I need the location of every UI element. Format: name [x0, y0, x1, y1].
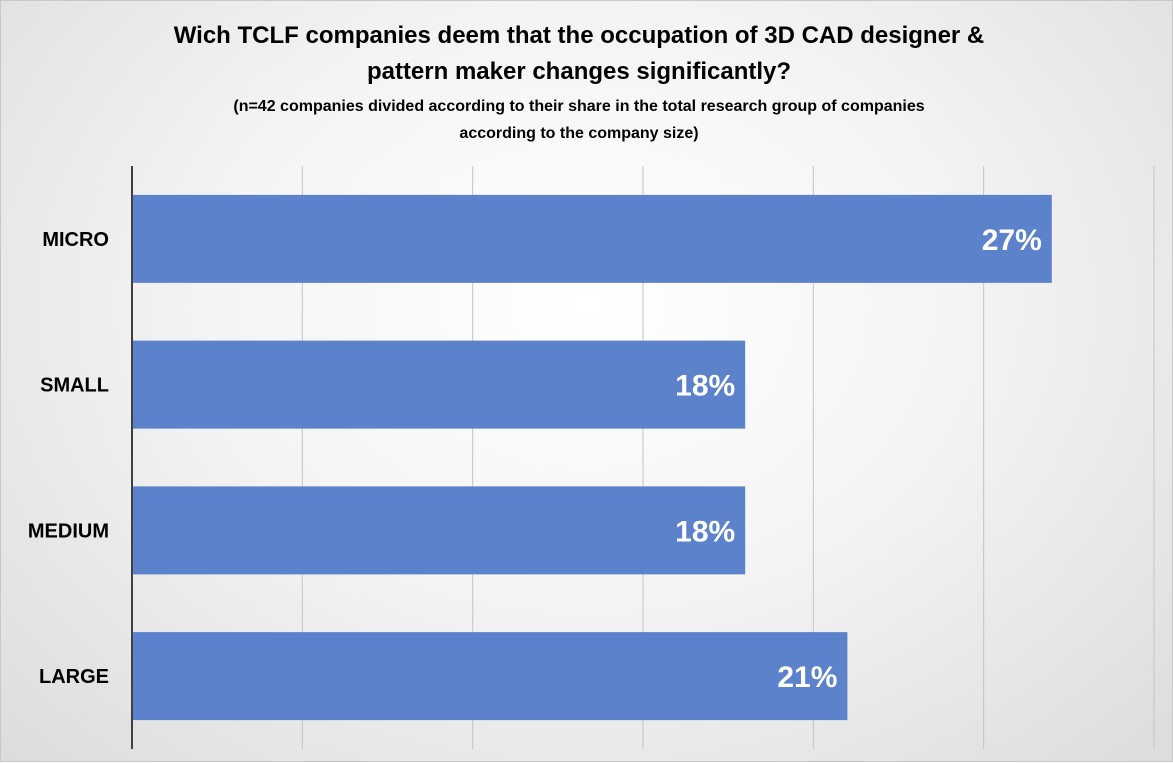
category-label-micro: MICRO: [42, 229, 109, 251]
category-label-large: LARGE: [39, 666, 109, 688]
data-labels: 27% 18% 18% 21%: [675, 224, 1042, 694]
data-label-small: 18%: [675, 370, 735, 403]
bar-micro: [132, 194, 1052, 283]
chart-title-line-1: Wich TCLF companies deem that the occupa…: [174, 22, 985, 49]
bar-medium: [132, 486, 746, 575]
category-labels: MICRO SMALL MEDIUM LARGE: [28, 229, 109, 688]
bar-small: [132, 340, 746, 429]
data-label-micro: 27%: [982, 224, 1042, 257]
bars: [132, 194, 1052, 721]
category-label-medium: MEDIUM: [28, 520, 109, 542]
chart-title-line-2: pattern maker changes significantly?: [367, 58, 791, 85]
chart-subtitle: (n=42 companies divided according to the…: [233, 98, 924, 142]
bar-large: [132, 632, 848, 721]
data-label-large: 21%: [777, 661, 837, 694]
category-label-small: SMALL: [40, 375, 109, 397]
chart-title: Wich TCLF companies deem that the occupa…: [174, 22, 985, 85]
data-label-medium: 18%: [675, 515, 735, 548]
chart-subtitle-line-1: (n=42 companies divided according to the…: [233, 98, 924, 115]
chart-subtitle-line-2: according to the company size): [459, 125, 698, 142]
